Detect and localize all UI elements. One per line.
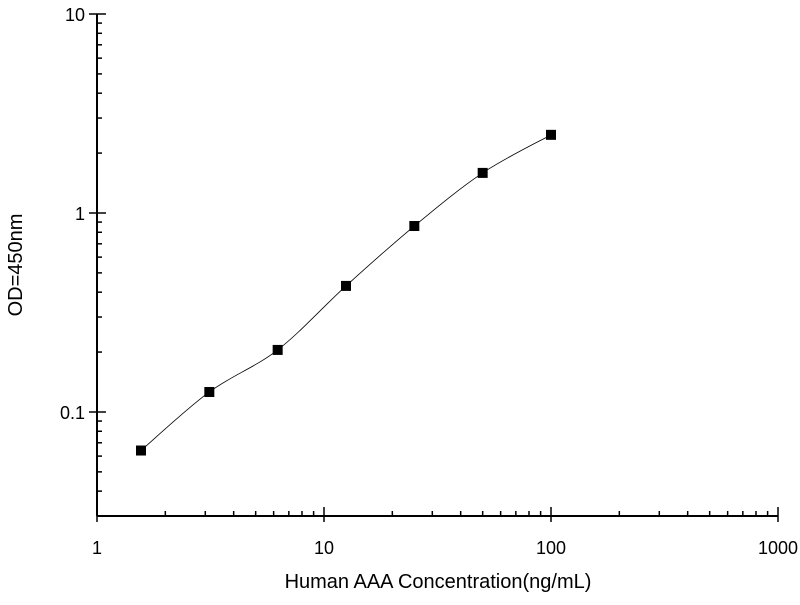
- y-tick-label: 10: [65, 5, 85, 25]
- data-point: [272, 344, 283, 355]
- x-tick-label: 10: [314, 538, 334, 558]
- axes: [89, 13, 779, 522]
- x-axis-label: Human AAA Concentration(ng/mL): [285, 571, 592, 593]
- data-point: [409, 221, 420, 232]
- data-points: [135, 129, 556, 456]
- y-tick-label: 1: [75, 204, 85, 224]
- data-point: [340, 280, 351, 291]
- tick-labels: 1 10 100 1000 0.1 1 10: [60, 5, 798, 558]
- data-point: [546, 129, 556, 140]
- x-tick-label: 100: [536, 538, 566, 558]
- x-tick-label: 1: [92, 538, 102, 558]
- y-axis-label: OD=450nm: [5, 214, 27, 317]
- data-point: [477, 167, 488, 178]
- y-tick-label: 0.1: [60, 403, 85, 423]
- x-tick-label: 1000: [758, 538, 798, 558]
- fit-curve: [140, 134, 552, 451]
- data-point: [135, 445, 146, 456]
- data-point: [204, 386, 215, 397]
